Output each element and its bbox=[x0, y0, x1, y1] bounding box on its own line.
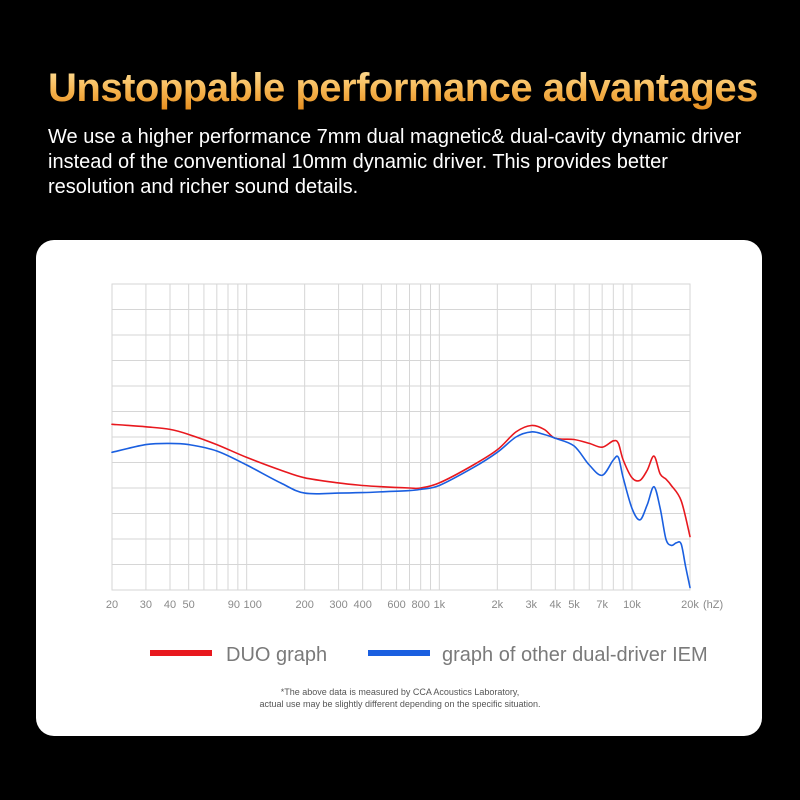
chart-lines bbox=[111, 423, 691, 589]
legend-swatch-other bbox=[368, 650, 430, 656]
x-tick-label: 50 bbox=[183, 599, 195, 611]
legend-label-other: graph of other dual-driver IEM bbox=[442, 644, 708, 666]
page-description: We use a higher performance 7mm dual mag… bbox=[48, 126, 742, 198]
x-tick-label: 600 bbox=[387, 599, 405, 611]
x-tick-label: 400 bbox=[353, 599, 371, 611]
x-tick-label: 30 bbox=[140, 599, 152, 611]
legend-label-duo: DUO graph bbox=[226, 644, 327, 666]
footnote-line-2: actual use may be slightly different dep… bbox=[259, 699, 541, 709]
x-tick-label: 2k bbox=[492, 599, 504, 611]
x-tick-label: 7k bbox=[596, 599, 608, 611]
legend-swatch-duo bbox=[150, 650, 212, 656]
x-tick-label: 4k bbox=[550, 599, 562, 611]
x-axis-unit: (hZ) bbox=[703, 599, 723, 611]
page-title: Unstoppable performance advantages bbox=[48, 66, 758, 110]
series-line-duo bbox=[111, 423, 691, 538]
x-axis-ticks: 20 30 40 50 90 100 200 300 400 600 800 1k 2k 3k 4k 5k 7k… bbox=[106, 599, 723, 611]
x-tick-label: 5k bbox=[568, 599, 580, 611]
x-tick-label: 300 bbox=[329, 599, 347, 611]
x-tick-label: 3k bbox=[525, 599, 537, 611]
x-tick-label: 40 bbox=[164, 599, 176, 611]
x-tick-label: 800 bbox=[411, 599, 429, 611]
x-tick-label: 100 bbox=[243, 599, 261, 611]
footnote-line-1: *The above data is measured by CCA Acous… bbox=[280, 687, 520, 697]
chart-legend: DUO graph graph of other dual-driver IEM bbox=[150, 644, 708, 666]
x-tick-label: 90 bbox=[228, 599, 240, 611]
x-tick-label: 1k bbox=[434, 599, 446, 611]
x-tick-label: 10k bbox=[623, 599, 641, 611]
chart-grid bbox=[111, 283, 691, 591]
x-tick-label: 20 bbox=[106, 599, 118, 611]
x-tick-label: 200 bbox=[295, 599, 313, 611]
footnote: *The above data is measured by CCA Acous… bbox=[0, 686, 800, 710]
x-tick-label: 20k bbox=[681, 599, 699, 611]
